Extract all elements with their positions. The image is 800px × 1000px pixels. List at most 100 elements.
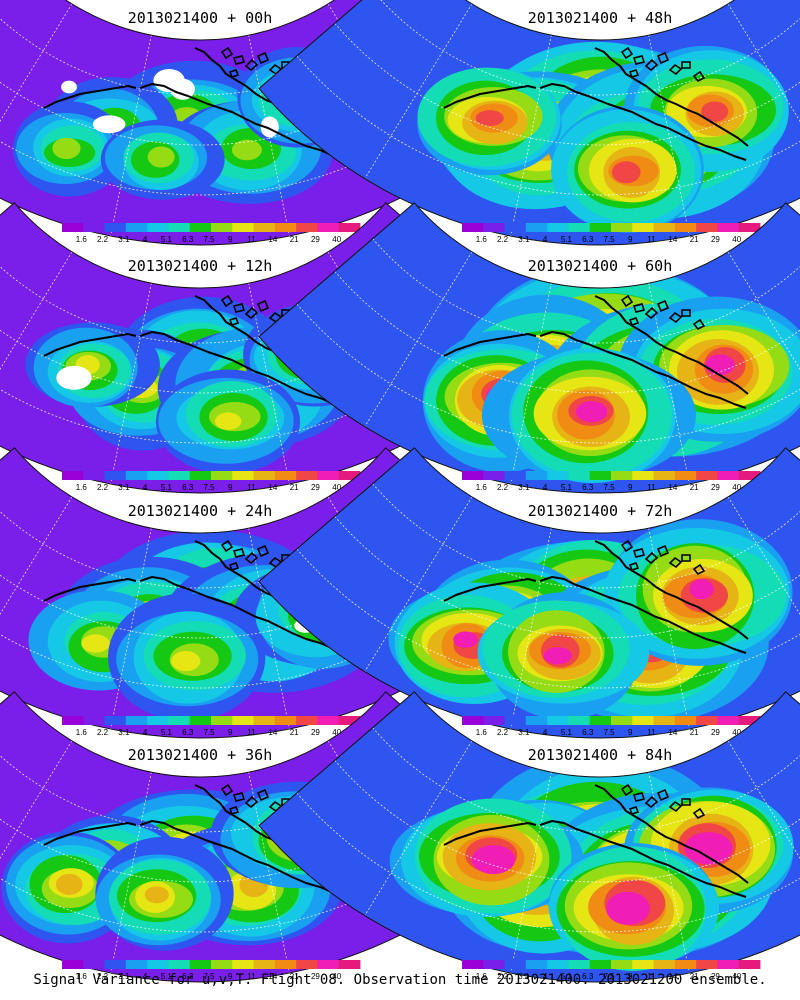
colorbar-swatch — [296, 223, 318, 232]
colorbar-swatch — [296, 716, 318, 725]
contour-fill — [575, 401, 608, 423]
colorbar-label: 2.2 — [97, 235, 109, 244]
colorbar-label: 40 — [332, 235, 341, 244]
colorbar-label: 3.1 — [518, 972, 530, 981]
contour-fill — [701, 101, 729, 122]
colorbar-label: 9 — [228, 728, 233, 737]
colorbar: 1.6 2.2 3.1 4 5.1 6.3 7.5 9 11 14 21 29 40 — [462, 471, 761, 492]
colorbar-label: 14 — [268, 972, 277, 981]
latitude-line — [334, 271, 800, 394]
colorbar-swatch — [674, 223, 697, 232]
colorbar-label: 2.2 — [497, 235, 509, 244]
panel-title: 2013021400 + 12h — [128, 257, 273, 275]
colorbar-swatch — [62, 716, 84, 725]
colorbar-label: 11 — [647, 235, 656, 244]
colorbar-swatch — [696, 223, 718, 232]
island-outline — [244, 551, 259, 565]
island-outline — [620, 539, 634, 553]
colorbar-label: 1.6 — [476, 235, 488, 244]
island-outline — [256, 51, 270, 65]
colorbar-swatch — [211, 716, 233, 725]
island-outline — [232, 55, 246, 65]
latitude-line — [0, 238, 428, 344]
island-outline — [632, 55, 646, 65]
colorbar-label: 5.1 — [161, 483, 173, 492]
colorbar-label: 29 — [711, 235, 720, 244]
colorbar-label: 29 — [311, 972, 320, 981]
colorbar-swatch — [168, 960, 191, 969]
island-outline — [632, 792, 646, 802]
colorbar-label: 4 — [543, 483, 548, 492]
coastline — [594, 295, 749, 395]
coastline — [139, 820, 347, 898]
colorbar-swatch — [632, 223, 654, 232]
coastline — [139, 331, 347, 409]
island-outline — [228, 69, 240, 78]
colorbar-swatch — [525, 223, 548, 232]
colorbar-swatch — [632, 960, 654, 969]
colorbar-swatch — [653, 960, 676, 969]
colorbar-swatch — [296, 471, 318, 480]
contour-fill — [705, 354, 735, 376]
colorbar-swatch — [462, 223, 484, 232]
map-frame — [258, 0, 800, 246]
coastline — [594, 47, 749, 147]
colorbar-swatch — [547, 223, 569, 232]
colorbar-swatch — [62, 471, 84, 480]
colorbar-swatch — [504, 960, 527, 969]
colorbar-label: 1.6 — [476, 728, 488, 737]
map-panel: 2013021400 + 72h 1.6 2.2 3.1 4 5.1 6.3 7.5 9 11 14… — [258, 447, 800, 739]
island-outline — [668, 63, 683, 76]
colorbar-swatch — [168, 223, 191, 232]
colorbar-label: 29 — [311, 483, 320, 492]
coastline — [43, 822, 137, 846]
contour-fill — [543, 647, 572, 665]
island-outline — [620, 46, 634, 60]
colorbar-label: 21 — [690, 728, 699, 737]
colorbar-label: 1.6 — [76, 972, 88, 981]
latitude-line — [372, 0, 800, 96]
colorbar-label: 2.2 — [497, 972, 509, 981]
colorbar-swatch — [253, 223, 276, 232]
panel-title: 2013021400 + 36h — [128, 746, 273, 764]
coastline — [139, 576, 347, 654]
island-outline — [656, 788, 670, 802]
island-outline — [232, 303, 246, 313]
colorbar-swatch — [62, 960, 84, 969]
colorbar-label: 9 — [628, 483, 633, 492]
colorbar-swatch — [696, 960, 718, 969]
island-outline — [668, 311, 683, 324]
colorbar-swatch — [738, 960, 761, 969]
colorbar-swatch — [83, 223, 105, 232]
island-outline — [244, 795, 259, 809]
island-outline — [628, 562, 640, 571]
island-outline — [656, 51, 670, 65]
panel-title: 2013021400 + 24h — [128, 502, 273, 520]
colorbar-swatch — [462, 471, 484, 480]
coastline — [443, 822, 537, 846]
colorbar-swatch — [589, 471, 612, 480]
colorbar-label: 9 — [628, 972, 633, 981]
contour-fill — [81, 634, 110, 653]
colorbar-swatch — [125, 223, 148, 232]
island-outline — [644, 58, 659, 72]
coastline — [594, 784, 749, 884]
colorbar-label: 40 — [332, 972, 341, 981]
colorbar: 1.6 2.2 3.1 4 5.1 6.3 7.5 9 11 14 21 29 40 — [62, 471, 361, 492]
colorbar-label: 11 — [247, 728, 256, 737]
colorbar-swatch — [483, 960, 505, 969]
contour-fill — [55, 873, 83, 895]
colorbar: 1.6 2.2 3.1 4 5.1 6.3 7.5 9 11 14 21 29 40 — [462, 223, 761, 244]
colorbar-swatch — [317, 223, 340, 232]
colorbar-label: 11 — [647, 483, 656, 492]
coastline — [43, 333, 137, 357]
colorbar-label: 40 — [732, 728, 741, 737]
colorbar-swatch — [589, 223, 612, 232]
panel-title: 2013021400 + 72h — [528, 502, 673, 520]
island-outline — [656, 299, 670, 313]
colorbar-label: 2.2 — [497, 728, 509, 737]
colorbar-swatch — [274, 471, 297, 480]
colorbar-swatch — [317, 471, 340, 480]
colorbar-swatch — [589, 960, 612, 969]
colorbar-label: 11 — [647, 972, 656, 981]
